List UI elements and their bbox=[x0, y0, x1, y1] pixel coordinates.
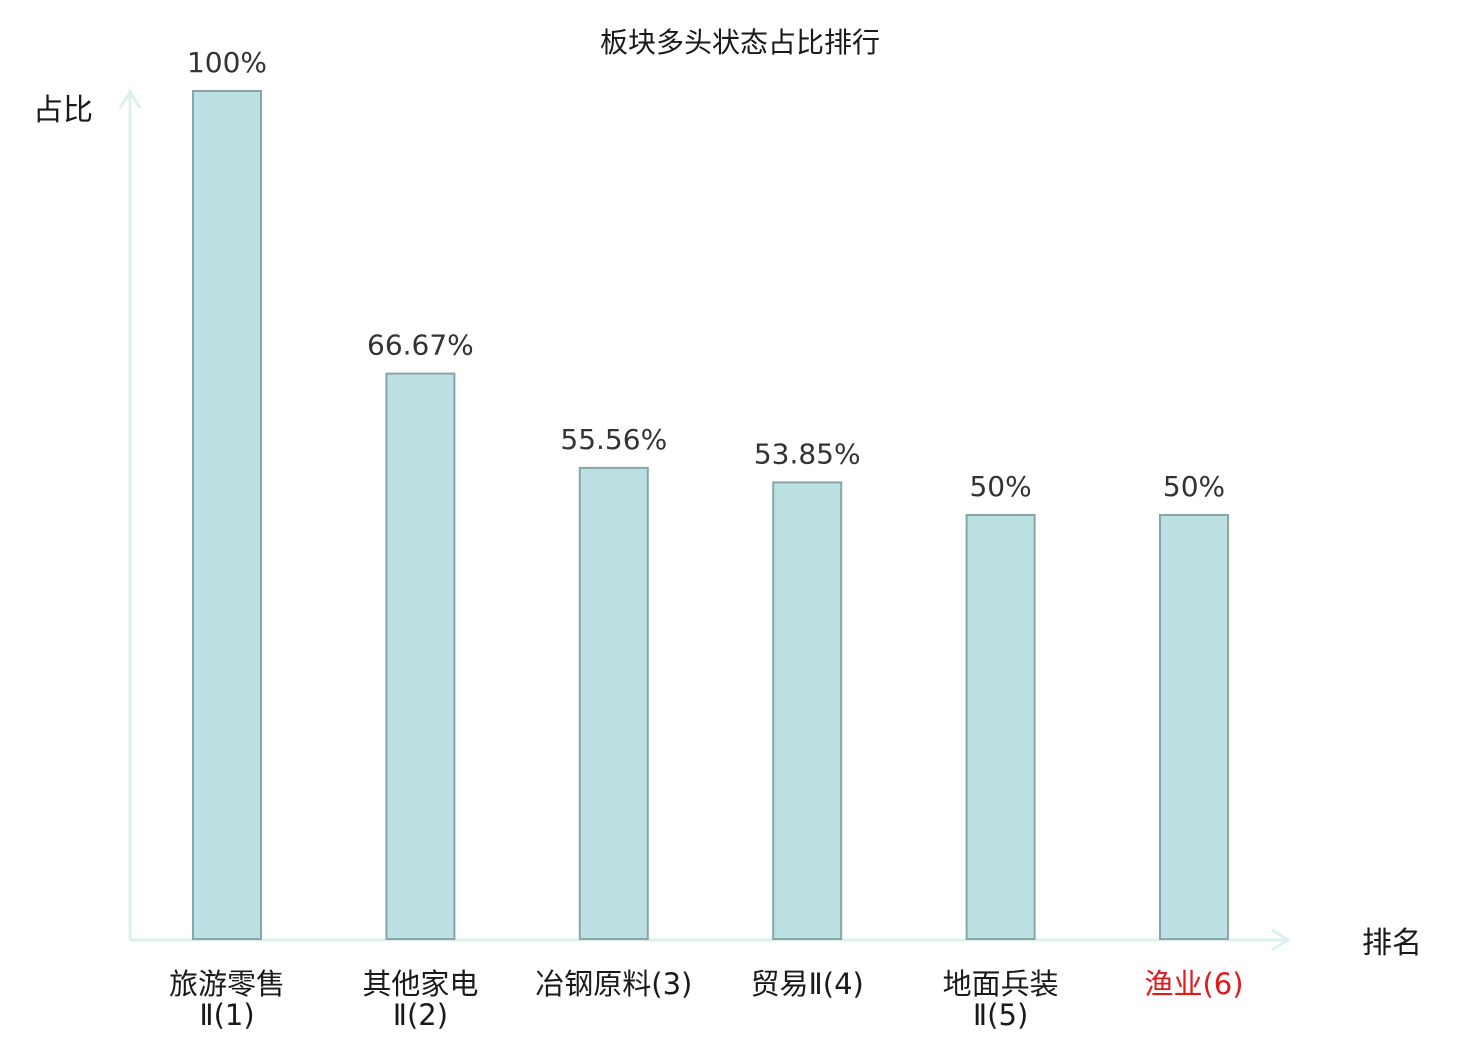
value-labels-group: 100% 66.67% 55.56% 53.85% 50% 50% bbox=[187, 46, 1225, 503]
bar-value-label: 50% bbox=[1163, 470, 1225, 503]
x-axis-arrowhead bbox=[1271, 928, 1291, 952]
bar-value-label: 66.67% bbox=[367, 329, 474, 362]
y-axis-arrowhead bbox=[118, 89, 142, 109]
category-label: 其他家电 bbox=[362, 967, 478, 1001]
category-label-line2: Ⅱ(2) bbox=[393, 998, 448, 1032]
category-label: 渔业(6) bbox=[1144, 967, 1243, 1001]
bars-group bbox=[192, 90, 1229, 941]
bar bbox=[1159, 514, 1229, 940]
category-label-line2: Ⅱ(1) bbox=[199, 998, 254, 1032]
x-axis-label: 排名 bbox=[1362, 926, 1422, 961]
category-label-line2: Ⅱ(5) bbox=[973, 998, 1028, 1032]
y-axis-label: 占比 bbox=[33, 93, 93, 128]
bar-value-label: 55.56% bbox=[560, 423, 667, 456]
bar bbox=[192, 90, 262, 940]
chart-title: 板块多头状态占比排行 bbox=[600, 26, 880, 59]
category-label: 地面兵装 bbox=[943, 967, 1059, 1001]
bar bbox=[578, 466, 649, 940]
bar-value-label: 53.85% bbox=[754, 437, 861, 470]
category-label: 冶钢原料(3) bbox=[535, 967, 692, 1001]
bar bbox=[385, 372, 456, 941]
bar bbox=[772, 481, 843, 940]
category-label: 贸易Ⅱ(4) bbox=[751, 967, 864, 1001]
category-label: 旅游零售 bbox=[169, 967, 285, 1001]
bar bbox=[965, 514, 1036, 940]
bar-value-label: 100% bbox=[187, 46, 267, 79]
axes bbox=[118, 89, 1291, 952]
bar-value-label: 50% bbox=[969, 470, 1031, 503]
